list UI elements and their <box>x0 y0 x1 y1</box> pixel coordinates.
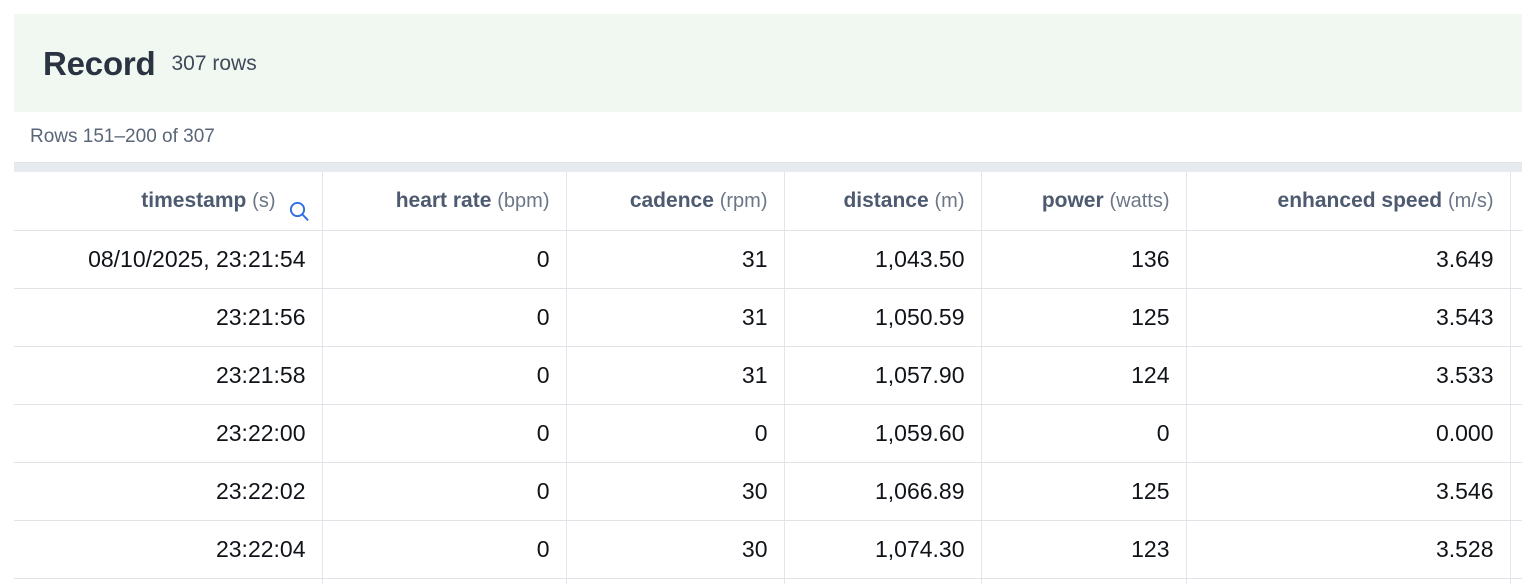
cell-cadence[interactable] <box>566 578 785 584</box>
table-row[interactable]: 23:21:56 0 31 1,050.59 125 3.543 <box>0 288 1522 347</box>
table-scroll-area[interactable]: timestamp (s) heart rate (bpm) <box>0 172 1522 584</box>
cell-power[interactable]: 125 <box>981 462 1187 521</box>
column-header-power-unit: (watts) <box>1109 189 1170 212</box>
cell-enhanced-speed[interactable]: 3.543 <box>1186 288 1511 347</box>
header-table-divider <box>0 163 1522 172</box>
cell-enhanced-speed[interactable]: 3.649 <box>1186 230 1511 289</box>
cell-distance[interactable]: 1,050.59 <box>784 288 982 347</box>
record-data-table: timestamp (s) heart rate (bpm) <box>0 172 1522 584</box>
column-header-enhanced-speed[interactable]: enhanced speed (m/s) <box>1186 172 1511 231</box>
left-gutter-cell <box>0 172 14 230</box>
row-left-gutter <box>0 346 14 404</box>
cell-heart-rate[interactable]: 0 <box>322 346 567 405</box>
row-left-gutter <box>0 578 14 584</box>
page-title: Record <box>43 44 156 82</box>
table-row[interactable]: 23:21:58 0 31 1,057.90 124 3.533 <box>0 346 1522 405</box>
column-header-timestamp-name: timestamp <box>141 188 247 212</box>
cell-timestamp[interactable]: 23:21:56 <box>14 288 323 347</box>
cell-distance[interactable]: 1,066.89 <box>784 462 982 521</box>
cell-power[interactable]: 124 <box>981 346 1187 405</box>
table-row[interactable]: 08/10/2025, 23:21:54 0 31 1,043.50 136 3.649 <box>0 230 1522 289</box>
cell-timestamp[interactable] <box>14 578 323 584</box>
cell-timestamp[interactable]: 23:22:00 <box>14 404 323 463</box>
column-header-power[interactable]: power (watts) <box>981 172 1187 231</box>
cell-timestamp[interactable]: 23:22:02 <box>14 462 323 521</box>
cell-distance[interactable]: 1,074.30 <box>784 520 982 579</box>
cell-enhanced-speed[interactable]: 3.528 <box>1186 520 1511 579</box>
cell-heart-rate[interactable] <box>322 578 567 584</box>
table-body: 08/10/2025, 23:21:54 0 31 1,043.50 136 3.649 2… <box>0 230 1522 584</box>
table-row[interactable] <box>0 578 1522 584</box>
cell-distance[interactable]: 1,043.50 <box>784 230 982 289</box>
cell-heart-rate[interactable]: 0 <box>322 404 567 463</box>
column-header-distance-name: distance <box>843 188 929 212</box>
cell-enhanced-speed[interactable] <box>1186 578 1511 584</box>
column-header-heart-rate[interactable]: heart rate (bpm) <box>322 172 567 231</box>
cell-timestamp[interactable]: 08/10/2025, 23:21:54 <box>14 230 323 289</box>
row-right-gutter <box>1510 462 1522 521</box>
cell-power[interactable]: 136 <box>981 230 1187 289</box>
pagination-bar: Rows 151–200 of 307 <box>14 112 1522 163</box>
row-right-gutter <box>1510 288 1522 347</box>
rows-range-label: Rows 151–200 of 307 <box>30 126 215 147</box>
cell-enhanced-speed[interactable]: 0.000 <box>1186 404 1511 463</box>
column-header-distance-unit: (m) <box>934 189 965 212</box>
row-right-gutter <box>1510 578 1522 584</box>
row-right-gutter <box>1510 346 1522 405</box>
column-header-timestamp-unit: (s) <box>252 189 276 212</box>
cell-heart-rate[interactable]: 0 <box>322 230 567 289</box>
column-header-enhanced-speed-unit: (m/s) <box>1447 189 1494 212</box>
row-left-gutter <box>0 230 14 288</box>
cell-cadence[interactable]: 31 <box>566 288 785 347</box>
divider-left-gutter <box>0 163 14 172</box>
column-header-heart-rate-unit: (bpm) <box>497 189 550 212</box>
row-left-gutter <box>0 288 14 346</box>
cell-cadence[interactable]: 30 <box>566 520 785 579</box>
row-right-gutter <box>1510 230 1522 289</box>
row-left-gutter <box>0 520 14 578</box>
cell-heart-rate[interactable]: 0 <box>322 288 567 347</box>
right-gutter-cell <box>1510 172 1522 231</box>
cell-cadence[interactable]: 30 <box>566 462 785 521</box>
row-count-label: 307 rows <box>171 51 257 75</box>
cell-distance[interactable]: 1,059.60 <box>784 404 982 463</box>
column-header-cadence[interactable]: cadence (rpm) <box>566 172 785 231</box>
column-header-cadence-name: cadence <box>629 188 714 212</box>
table-head: timestamp (s) heart rate (bpm) <box>0 172 1522 231</box>
row-left-gutter <box>0 462 14 520</box>
column-header-enhanced-speed-name: enhanced speed <box>1277 188 1443 212</box>
cell-heart-rate[interactable]: 0 <box>322 462 567 521</box>
table-header-row: timestamp (s) heart rate (bpm) <box>0 172 1522 231</box>
table-row[interactable]: 23:22:04 0 30 1,074.30 123 3.528 <box>0 520 1522 579</box>
column-header-cadence-unit: (rpm) <box>719 189 768 212</box>
cell-cadence[interactable]: 0 <box>566 404 785 463</box>
card-header: Record 307 rows <box>14 14 1522 112</box>
column-header-heart-rate-name: heart rate <box>395 188 492 212</box>
cell-power[interactable]: 0 <box>981 404 1187 463</box>
cell-timestamp[interactable]: 23:21:58 <box>14 346 323 405</box>
cell-cadence[interactable]: 31 <box>566 346 785 405</box>
cell-distance[interactable] <box>784 578 982 584</box>
column-header-distance[interactable]: distance (m) <box>784 172 982 231</box>
cell-enhanced-speed[interactable]: 3.533 <box>1186 346 1511 405</box>
column-header-timestamp[interactable]: timestamp (s) <box>14 172 323 231</box>
table-row[interactable]: 23:22:02 0 30 1,066.89 125 3.546 <box>0 462 1522 521</box>
row-right-gutter <box>1510 520 1522 579</box>
cell-power[interactable] <box>981 578 1187 584</box>
row-right-gutter <box>1510 404 1522 463</box>
row-left-gutter <box>0 404 14 462</box>
cell-distance[interactable]: 1,057.90 <box>784 346 982 405</box>
cell-timestamp[interactable]: 23:22:04 <box>14 520 323 579</box>
cell-power[interactable]: 123 <box>981 520 1187 579</box>
cell-cadence[interactable]: 31 <box>566 230 785 289</box>
column-header-power-name: power <box>1041 188 1104 212</box>
cell-power[interactable]: 125 <box>981 288 1187 347</box>
cell-enhanced-speed[interactable]: 3.546 <box>1186 462 1511 521</box>
cell-heart-rate[interactable]: 0 <box>322 520 567 579</box>
table-row[interactable]: 23:22:00 0 0 1,059.60 0 0.000 <box>0 404 1522 463</box>
search-icon[interactable] <box>288 200 310 222</box>
